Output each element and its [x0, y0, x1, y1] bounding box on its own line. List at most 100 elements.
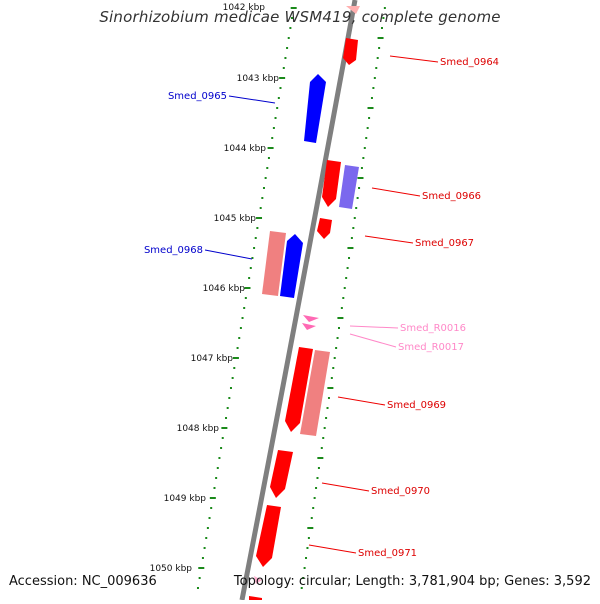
- tick-mark: [335, 347, 338, 349]
- feature-label-smed-0967[interactable]: Smed_0967: [415, 238, 474, 249]
- tick-mark: [221, 437, 224, 439]
- tick-mark: [241, 317, 244, 319]
- gene-arrow-smed-0968[interactable]: [280, 234, 303, 298]
- tick-mark-major: [347, 247, 354, 249]
- tick-mark: [327, 397, 330, 399]
- gene-arrow-smed-0965[interactable]: [304, 74, 326, 143]
- feature-label-smed-0965[interactable]: Smed_0965: [168, 91, 227, 102]
- tick-mark: [267, 157, 270, 159]
- leader-smed-0965: [228, 95, 276, 104]
- feature-label-smed-0964[interactable]: Smed_0964: [440, 57, 499, 68]
- gene-arrow-smed-0967[interactable]: [317, 218, 332, 239]
- rna-arrow-partial: [254, 576, 262, 584]
- tick-mark: [205, 537, 208, 539]
- feature-labels: Smed_0965 Smed_0968 Smed_0964 Smed_0966 …: [144, 57, 499, 559]
- tick-mark-major: [290, 7, 297, 9]
- tick-mark: [282, 67, 285, 69]
- tick-mark: [302, 577, 305, 579]
- tick-mark: [373, 77, 376, 79]
- gene-arrow-smed-0966-b: [339, 165, 359, 209]
- tick-mark: [196, 587, 199, 589]
- feature-label-smed-0969[interactable]: Smed_0969: [387, 400, 446, 411]
- leader-smed-0966: [371, 187, 421, 197]
- feature-label-smed-0970[interactable]: Smed_0970: [371, 486, 430, 497]
- gene-arrow-smed-0966[interactable]: [322, 160, 341, 207]
- tick-mark: [310, 517, 313, 519]
- tick-mark: [332, 367, 335, 369]
- tick-label: 1044 kbp: [224, 144, 267, 154]
- leader-smed-0968: [204, 249, 253, 260]
- tick-mark: [218, 457, 221, 459]
- feature-label-smed-0966[interactable]: Smed_0966: [422, 191, 481, 202]
- tick-mark: [243, 307, 246, 309]
- tick-mark: [355, 207, 358, 209]
- gene-arrow-smed-0969[interactable]: [285, 347, 313, 432]
- tick-mark: [305, 557, 308, 559]
- feature-label-smed-0968[interactable]: Smed_0968: [144, 245, 203, 256]
- tick-mark: [356, 197, 359, 199]
- tick-mark-major: [279, 77, 286, 79]
- tick-mark: [277, 97, 280, 99]
- tick-mark: [316, 477, 319, 479]
- gene-features: [249, 6, 360, 600]
- tick-mark: [198, 577, 201, 579]
- tick-mark: [251, 257, 254, 259]
- tick-label: 1042 kbp: [223, 3, 266, 13]
- tick-label: 1043 kbp: [237, 74, 280, 84]
- tick-mark: [206, 527, 209, 529]
- gene-arrow-smed-0969-b: [300, 350, 330, 436]
- rna-arrow-smed-r0016[interactable]: [303, 315, 319, 322]
- gene-arrow-smed-0970[interactable]: [270, 450, 293, 498]
- tick-mark: [326, 407, 329, 409]
- tick-mark: [201, 557, 204, 559]
- tick-mark: [315, 487, 318, 489]
- feature-label-smed-r0017[interactable]: Smed_R0017: [398, 342, 464, 353]
- tick-mark: [343, 287, 346, 289]
- tick-mark-major: [221, 427, 228, 429]
- accession-text: Accession: NC_009636: [9, 574, 157, 589]
- feature-label-smed-0971[interactable]: Smed_0971: [358, 548, 417, 559]
- tick-mark: [225, 417, 228, 419]
- tick-mark: [220, 447, 223, 449]
- tick-label: 1048 kbp: [177, 424, 220, 434]
- tick-label: 1049 kbp: [164, 494, 207, 504]
- tick-mark: [276, 107, 279, 109]
- tick-mark: [286, 47, 289, 49]
- tick-mark: [306, 547, 309, 549]
- tick-mark: [256, 227, 259, 229]
- map-title: Sinorhizobium medicae WSM419, complete g…: [99, 8, 501, 26]
- tick-mark: [248, 277, 251, 279]
- gene-arrow-smed-0968-b: [262, 231, 286, 296]
- tick-mark: [216, 467, 219, 469]
- tick-mark: [253, 247, 256, 249]
- tick-mark: [261, 197, 264, 199]
- tick-mark: [366, 127, 369, 129]
- tick-mark: [208, 517, 211, 519]
- leader-smed-0964: [389, 55, 439, 63]
- leader-smed-0971: [308, 544, 357, 554]
- tick-mark-major: [367, 107, 374, 109]
- tick-mark-major: [327, 387, 334, 389]
- tick-mark: [279, 87, 282, 89]
- gene-arrow-smed-0971[interactable]: [256, 505, 281, 567]
- feature-label-smed-r0016[interactable]: Smed_R0016: [400, 323, 466, 334]
- leader-lines: [204, 55, 439, 554]
- tick-mark: [213, 487, 216, 489]
- leader-smed-r0017: [349, 333, 397, 348]
- gene-arrow-partial[interactable]: [346, 6, 360, 14]
- tick-mark: [337, 327, 340, 329]
- tick-mark: [370, 97, 373, 99]
- tick-mark-major: [377, 37, 384, 39]
- tick-mark: [300, 587, 303, 589]
- tick-mark: [284, 57, 287, 59]
- tick-mark: [325, 417, 328, 419]
- tick-mark: [365, 137, 368, 139]
- tick-mark: [320, 447, 323, 449]
- tick-mark: [363, 147, 366, 149]
- tick-mark: [362, 157, 365, 159]
- rna-arrow-smed-r0017[interactable]: [302, 323, 316, 330]
- gene-arrow-smed-0964[interactable]: [343, 38, 358, 65]
- tick-mark: [368, 117, 371, 119]
- tick-mark: [274, 117, 277, 119]
